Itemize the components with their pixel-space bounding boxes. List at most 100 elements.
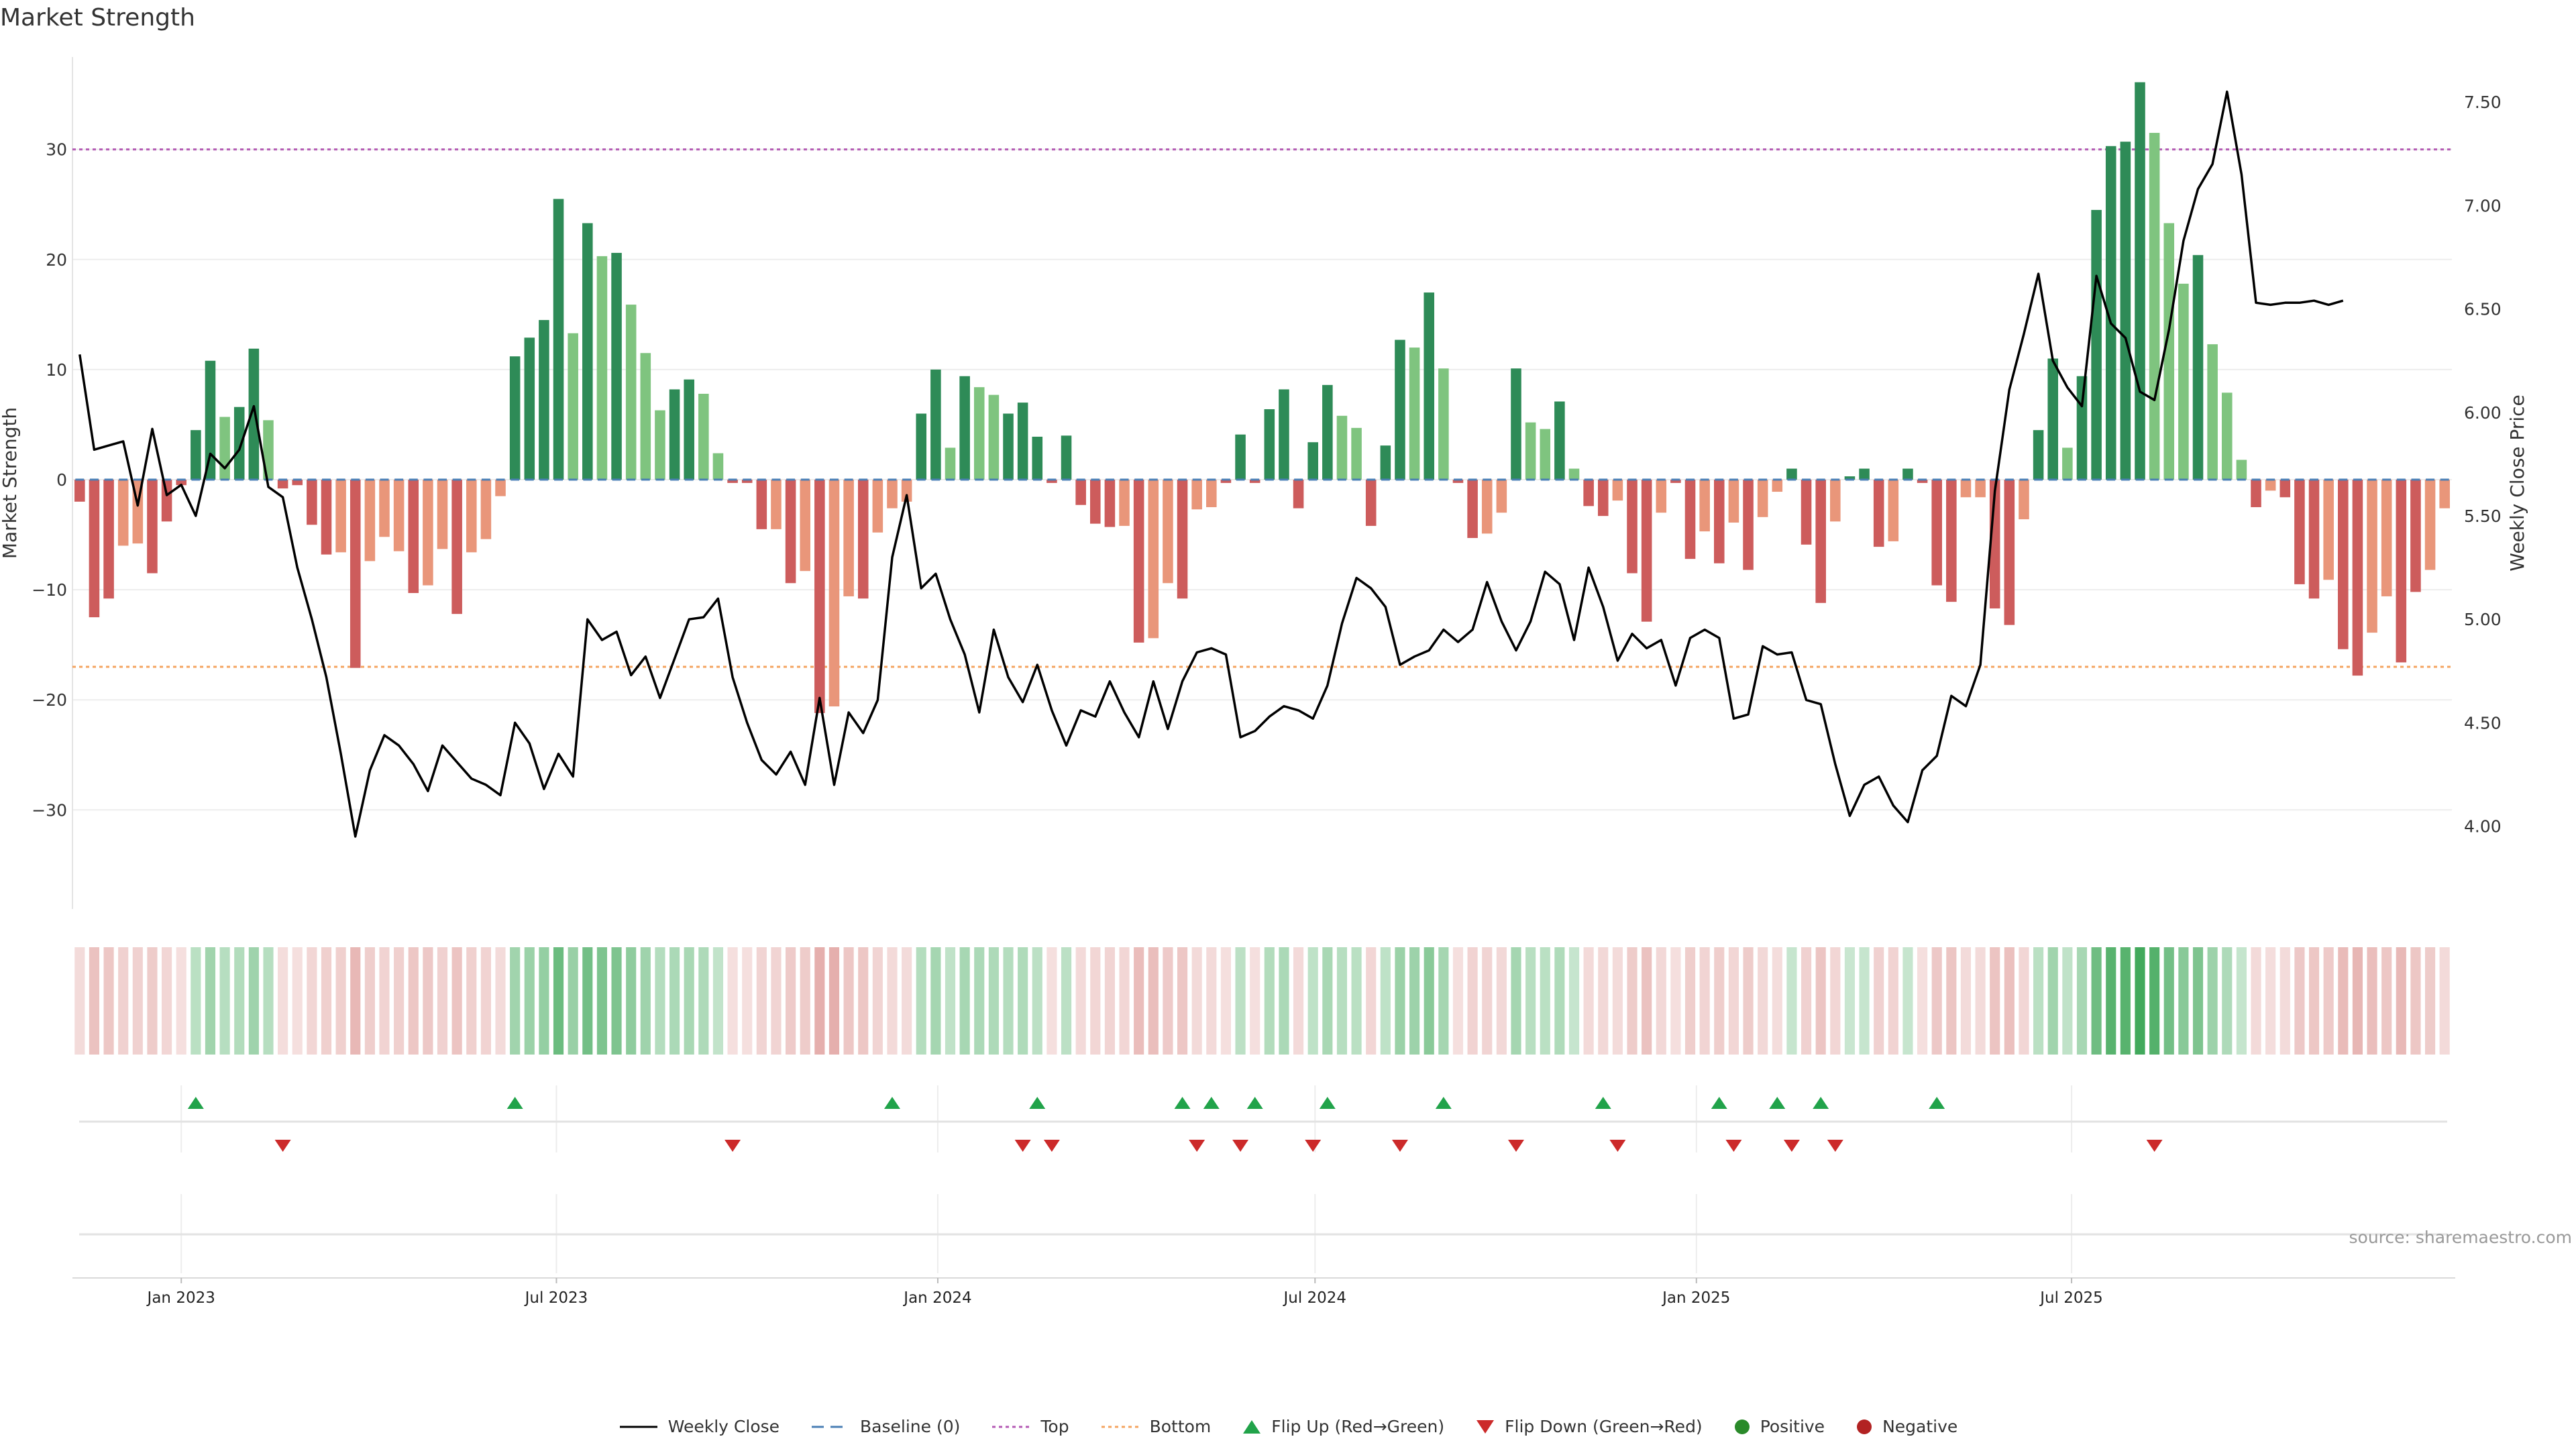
strength-bar: [2410, 480, 2421, 592]
y2-tick-label: 6.00: [2464, 403, 2502, 423]
strength-bar: [596, 256, 608, 480]
heat-cell: [2236, 947, 2247, 1055]
heat-cell: [2439, 947, 2450, 1055]
flip-up-marker: [1929, 1097, 1945, 1109]
heat-cell: [132, 947, 143, 1055]
strength-bar: [916, 413, 927, 480]
strength-bar: [1772, 480, 1783, 492]
strength-bar: [176, 480, 186, 486]
heat-cell: [698, 947, 709, 1055]
flip-up-marker: [1203, 1097, 1220, 1109]
strength-bar: [74, 480, 85, 502]
strength-bar: [727, 480, 738, 483]
heat-cell: [596, 947, 607, 1055]
legend-bottom: Bottom: [1100, 1417, 1212, 1436]
strength-bar: [1859, 468, 1870, 480]
flip-down-marker: [1827, 1140, 1843, 1152]
y2-tick-label: 7.00: [2464, 196, 2502, 215]
heat-cell: [1931, 947, 1942, 1055]
strength-bar: [1380, 445, 1391, 480]
y-tick-label: −10: [32, 580, 67, 600]
strength-bar: [2033, 430, 2044, 480]
heat-cell: [2367, 947, 2377, 1055]
heat-cell: [887, 947, 898, 1055]
strength-bar: [1163, 480, 1173, 584]
strength-bar: [1438, 368, 1449, 480]
heat-cell: [1568, 947, 1580, 1055]
legend-bottom-label: Bottom: [1149, 1417, 1212, 1436]
strength-bar: [901, 480, 912, 502]
flip-down-marker: [1783, 1140, 1800, 1152]
strength-bar: [2308, 480, 2320, 599]
strength-bar: [277, 480, 288, 489]
strength-bar: [1627, 480, 1638, 574]
threshold-lines: [72, 148, 2452, 668]
heat-cell: [1336, 947, 1348, 1055]
x-tick-label: Jan 2025: [1661, 1289, 1730, 1307]
strength-bar: [321, 480, 332, 555]
strength-bar: [1757, 480, 1768, 517]
heat-cell: [495, 947, 506, 1055]
heat-cell: [437, 947, 448, 1055]
heat-cell: [1090, 947, 1101, 1055]
heat-cell: [2279, 947, 2290, 1055]
flip-down-marker: [1609, 1140, 1626, 1152]
heat-cell: [2410, 947, 2421, 1055]
heat-cell: [2207, 947, 2218, 1055]
heat-cell: [930, 947, 941, 1055]
strength-bar: [1104, 480, 1116, 527]
strength-bar: [2047, 358, 2059, 480]
strength-bar: [655, 410, 665, 480]
positive-dot-icon: [1734, 1419, 1750, 1434]
heat-cell: [292, 947, 303, 1055]
strength-bar: [959, 376, 970, 480]
heat-cell: [1728, 947, 1739, 1055]
heat-cell: [582, 947, 593, 1055]
strength-bar: [2192, 255, 2204, 480]
flip-down-marker: [1014, 1140, 1031, 1152]
y2-tick-label: 4.00: [2464, 817, 2502, 837]
strength-bar: [1191, 480, 1202, 510]
strength-bar: [393, 480, 405, 551]
strength-bar: [1148, 480, 1159, 639]
strength-bar: [1902, 468, 1913, 480]
legend-weekly-close: Weekly Close: [619, 1417, 780, 1436]
y-tick-label: 10: [46, 360, 67, 380]
strength-bar: [103, 480, 114, 599]
y2-axis-label: Weekly Close Price: [2506, 394, 2528, 571]
strength-bar: [1322, 384, 1333, 480]
heat-cell: [2381, 947, 2392, 1055]
flip-down-marker: [1507, 1140, 1524, 1152]
y2-tick-label: 5.50: [2464, 506, 2502, 526]
strength-bar: [2338, 480, 2349, 649]
heat-cell: [2062, 947, 2073, 1055]
strength-bar: [930, 369, 941, 480]
heat-cell: [74, 947, 85, 1055]
heat-cell: [191, 947, 201, 1055]
strength-bar: [1336, 415, 1348, 480]
strength-bar: [117, 480, 129, 546]
strength-bar: [2207, 344, 2218, 480]
strength-bar: [741, 480, 753, 483]
heat-cell: [1134, 947, 1144, 1055]
strength-bar: [2424, 480, 2436, 570]
heat-cell: [1307, 947, 1318, 1055]
weekly-close-line: [78, 90, 2344, 838]
heat-cell: [916, 947, 926, 1055]
heat-cell: [1293, 947, 1304, 1055]
heat-cell: [335, 947, 346, 1055]
heat-cell: [1075, 947, 1086, 1055]
heat-cell: [2163, 947, 2174, 1055]
heat-cell: [553, 947, 564, 1055]
y-tick-label: −20: [32, 690, 67, 710]
strength-bar: [1481, 480, 1493, 534]
heat-cell: [1859, 947, 1870, 1055]
legend-top: Top: [991, 1417, 1069, 1436]
heat-cell: [640, 947, 651, 1055]
strength-bar: [1801, 480, 1812, 545]
heat-cell: [1119, 947, 1130, 1055]
legend-flip-down: Flip Down (Green→Red): [1475, 1417, 1703, 1436]
strength-bar: [2396, 480, 2407, 663]
heat-cell: [1670, 947, 1681, 1055]
